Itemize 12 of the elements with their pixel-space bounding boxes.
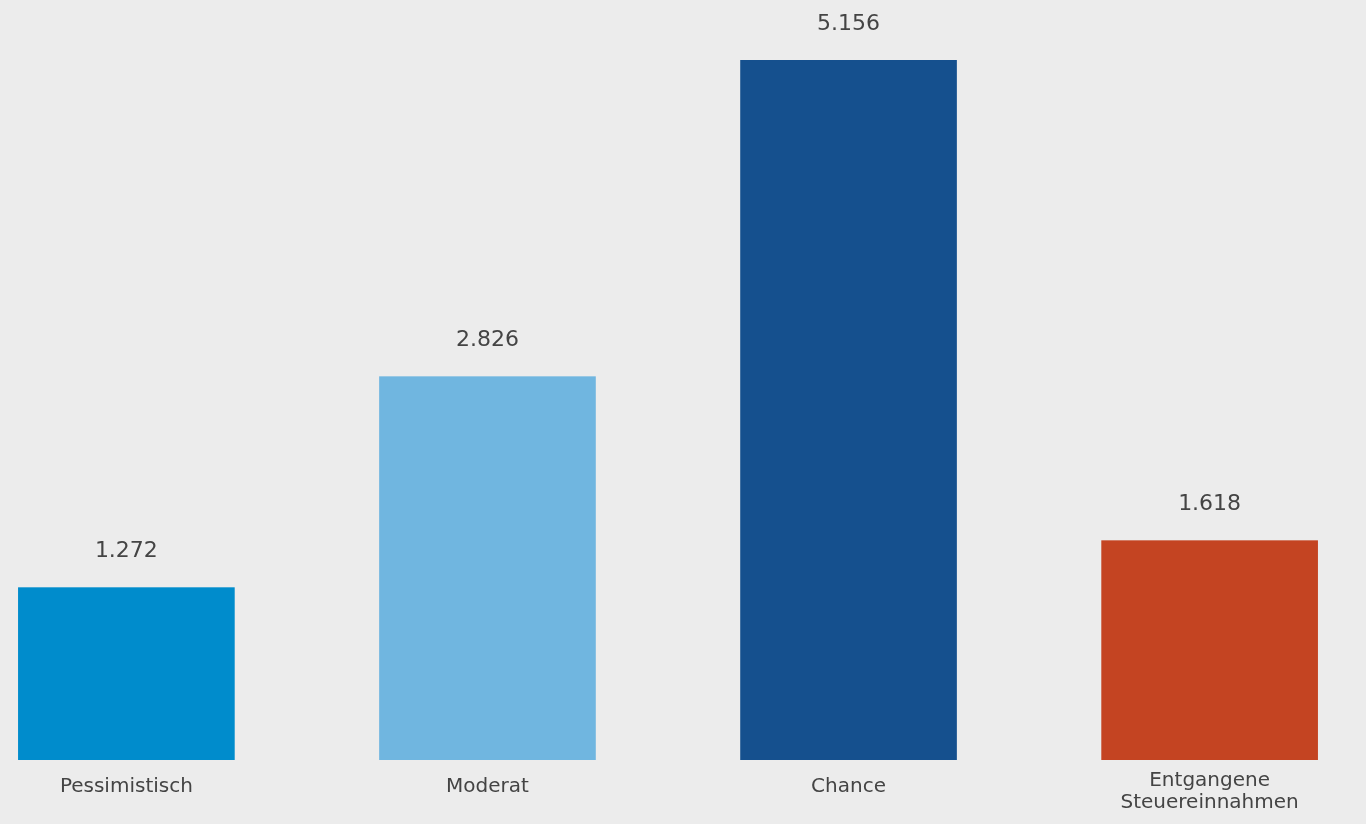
x-tick-label: Chance (811, 773, 886, 797)
x-tick-label: Moderat (446, 773, 530, 797)
x-tick-label: Entgangene Steuereinnahmen (1120, 767, 1299, 813)
bar (1101, 540, 1318, 760)
x-tick-label: Pessimistisch (59, 773, 193, 797)
bar (740, 60, 957, 760)
bar (379, 376, 596, 760)
bar (18, 587, 235, 760)
data-label: 2.826 (455, 326, 519, 352)
data-label: 1.272 (94, 537, 158, 563)
data-label: 1.618 (1178, 490, 1242, 516)
data-label: 5.156 (817, 10, 881, 35)
